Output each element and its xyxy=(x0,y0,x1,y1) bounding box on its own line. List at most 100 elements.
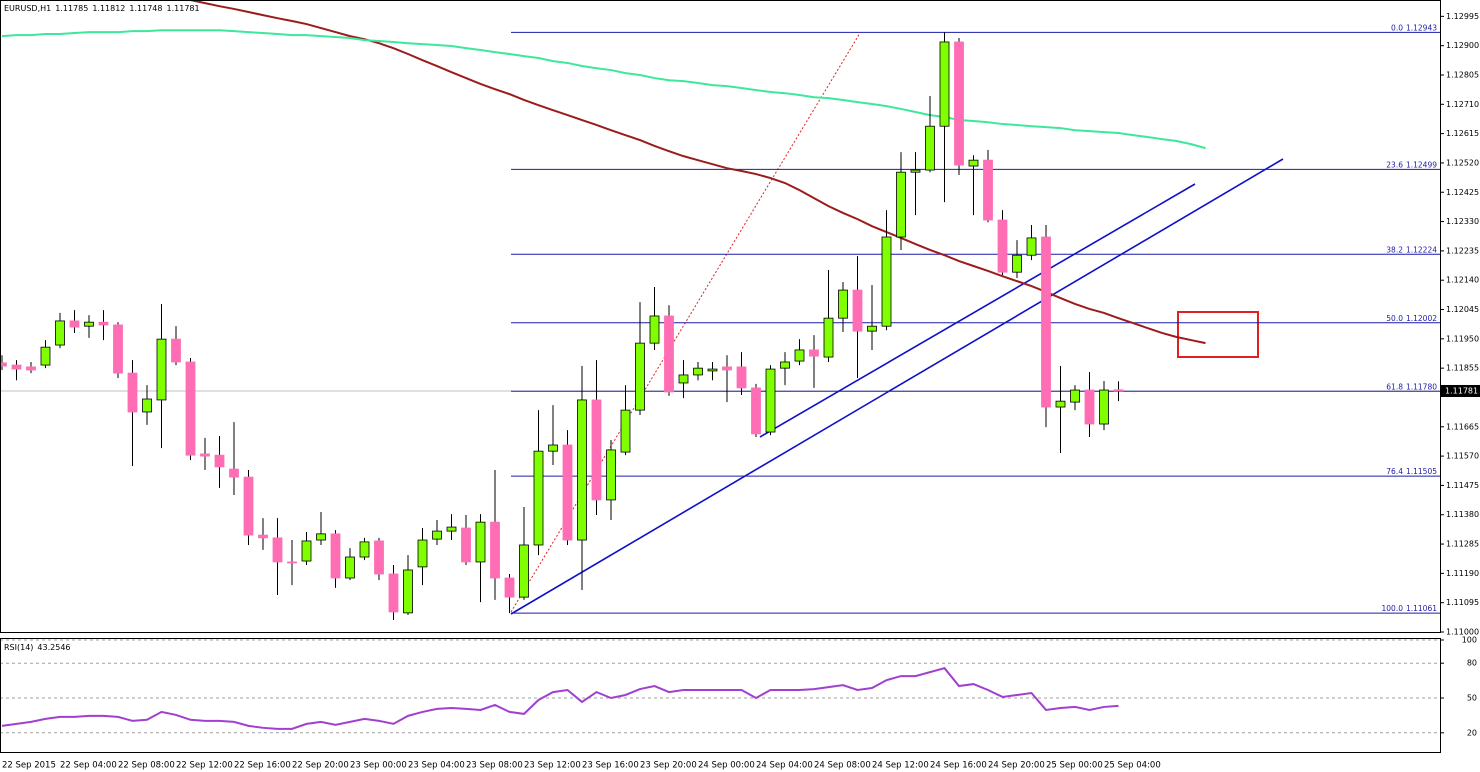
candle-body xyxy=(1041,236,1051,408)
candle-body xyxy=(968,159,979,167)
last-high: 1.11812 xyxy=(92,4,125,13)
candle-body xyxy=(0,362,7,367)
candle-body xyxy=(1070,389,1080,403)
fib-level-price: 1.12002 xyxy=(1406,314,1437,323)
candle-body xyxy=(417,539,428,568)
y-tick-label: 1.12805 xyxy=(1446,70,1479,79)
candle-body xyxy=(896,171,906,238)
fib-level-name: 0.0 xyxy=(1391,23,1403,32)
rsi-last: 43.2546 xyxy=(37,643,70,652)
fib-level-price: 1.11780 xyxy=(1406,382,1437,391)
x-tick-label: 24 Sep 04:00 xyxy=(756,761,813,771)
candle-body xyxy=(838,289,848,319)
x-tick-label: 23 Sep 20:00 xyxy=(640,761,697,771)
candle-body xyxy=(200,453,210,457)
plot-frame xyxy=(0,0,1441,633)
candle-body xyxy=(606,449,616,501)
candle-body xyxy=(69,320,80,328)
rsi-line xyxy=(1,667,1119,730)
y-tick-label: 1.11855 xyxy=(1446,364,1479,373)
candle-body xyxy=(591,399,602,501)
candle-body xyxy=(1055,400,1066,408)
candle-body xyxy=(127,372,138,413)
candle-body xyxy=(345,556,355,579)
rsi-tick-label: 50 xyxy=(1467,694,1477,703)
candle-body xyxy=(736,366,747,389)
y-tick-label: 1.11950 xyxy=(1446,334,1479,343)
candle-body xyxy=(374,540,384,575)
candle-body xyxy=(301,540,312,562)
candle-body xyxy=(780,361,790,369)
x-tick-label: 25 Sep 00:00 xyxy=(1046,761,1103,771)
fib-label: 23.6 1.12499 xyxy=(1386,160,1437,169)
candle-body xyxy=(1084,389,1095,425)
fib-label: 38.2 1.12224 xyxy=(1386,245,1437,254)
candle-body xyxy=(461,527,471,563)
candle-body xyxy=(809,349,819,357)
candle-body xyxy=(156,338,167,401)
fib-level-name: 100.0 xyxy=(1382,604,1404,613)
candle-body xyxy=(1113,389,1124,392)
candle-body xyxy=(504,577,515,598)
candle-body xyxy=(997,219,1008,273)
candle-body xyxy=(258,534,268,539)
rsi-header: RSI(14) 43.2546 xyxy=(4,643,71,652)
candle-body xyxy=(548,444,558,452)
candle-body xyxy=(214,454,225,468)
candle-body xyxy=(1026,237,1037,256)
x-tick-label: 22 Sep 20:00 xyxy=(292,761,349,771)
candle-body xyxy=(185,361,196,456)
fib-level-price: 1.12943 xyxy=(1406,23,1437,32)
candle-body xyxy=(635,342,645,411)
fib-level-name: 38.2 xyxy=(1386,245,1403,254)
candle-body xyxy=(229,468,239,478)
fib-label: 61.8 1.11780 xyxy=(1386,382,1437,391)
rsi-plot xyxy=(0,639,1440,734)
candle-body xyxy=(881,236,892,327)
y-tick-label: 1.11570 xyxy=(1446,452,1479,461)
y-tick-label: 1.11475 xyxy=(1446,481,1479,490)
candle-body xyxy=(113,324,123,374)
y-tick-label: 1.12995 xyxy=(1446,12,1479,21)
fib-level-name: 61.8 xyxy=(1386,382,1403,391)
x-tick-label: 24 Sep 00:00 xyxy=(698,761,755,771)
highlight-box xyxy=(1177,311,1259,358)
symbol: EURUSD,H1 xyxy=(4,4,51,13)
candle-body xyxy=(1012,254,1022,273)
y-tick-label: 1.11190 xyxy=(1446,569,1479,578)
x-tick-label: 23 Sep 16:00 xyxy=(582,761,639,771)
price-plot xyxy=(0,0,1440,620)
fib-level-price: 1.12499 xyxy=(1406,160,1437,169)
moving-average xyxy=(190,0,1206,345)
candle-body xyxy=(620,409,631,453)
rsi-tick-label: 20 xyxy=(1467,728,1477,737)
y-tick-label: 1.12615 xyxy=(1446,129,1479,138)
candle-body xyxy=(751,387,761,435)
fib-label: 50.0 1.12002 xyxy=(1386,314,1437,323)
candle-body xyxy=(171,338,181,363)
candle-body xyxy=(649,315,660,344)
candle-body xyxy=(316,533,326,541)
fib-level-price: 1.11505 xyxy=(1406,467,1437,476)
rsi-title: RSI(14) xyxy=(4,643,33,652)
candle-body xyxy=(330,533,341,579)
x-tick-label: 24 Sep 12:00 xyxy=(872,761,929,771)
x-tick-label: 23 Sep 04:00 xyxy=(408,761,465,771)
x-tick-label: 22 Sep 08:00 xyxy=(118,761,175,771)
y-tick-label: 1.12330 xyxy=(1446,217,1479,226)
trend-line xyxy=(510,158,1284,615)
candle-body xyxy=(98,321,109,326)
candle-body xyxy=(577,399,587,541)
candle-body xyxy=(519,544,529,598)
candle-body xyxy=(446,526,457,532)
x-tick-label: 23 Sep 12:00 xyxy=(524,761,581,771)
rsi-tick-label: 100 xyxy=(1462,636,1477,645)
candle-body xyxy=(40,346,51,366)
candle-body xyxy=(939,41,950,127)
x-tick-label: 22 Sep 12:00 xyxy=(176,761,233,771)
candle-body xyxy=(55,320,65,346)
last-low: 1.11748 xyxy=(129,4,162,13)
x-tick-label: 24 Sep 20:00 xyxy=(988,761,1045,771)
candle-body xyxy=(272,537,283,563)
